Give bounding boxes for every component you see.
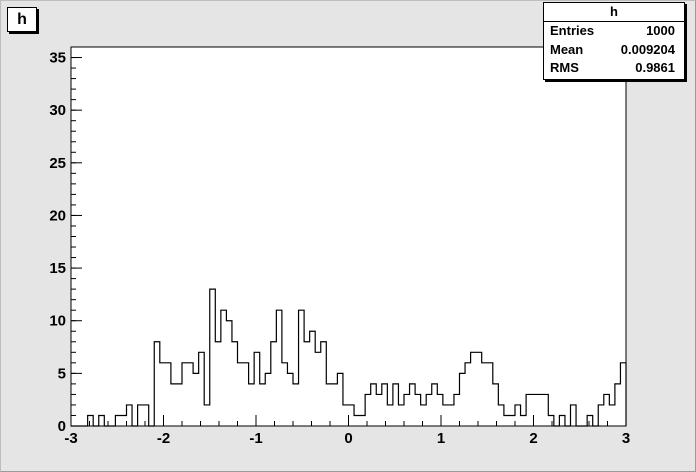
- x-tick-label: -3: [64, 430, 77, 447]
- x-tick-label: 1: [437, 430, 445, 447]
- x-tick-label: -2: [157, 430, 170, 447]
- y-tick-label: 35: [49, 50, 66, 67]
- stats-mean-value: 0.009204: [620, 41, 675, 57]
- x-tick-label: 0: [344, 430, 352, 447]
- x-tick-label: -1: [249, 430, 262, 447]
- stats-row-mean: Mean 0.009204: [544, 41, 684, 60]
- y-tick-label: 20: [49, 207, 66, 224]
- stats-entries-label: Entries: [550, 23, 595, 38]
- stats-entries-value: 1000: [646, 23, 675, 38]
- x-tick-label: 2: [529, 430, 537, 447]
- y-tick-label: 15: [49, 260, 66, 277]
- y-tick-label: 5: [58, 365, 66, 382]
- y-tick-label: 25: [49, 155, 66, 172]
- x-tick-label: 3: [622, 430, 630, 447]
- stats-rms-label: RMS: [550, 60, 579, 75]
- stats-row-rms: RMS 0.9861: [544, 59, 684, 78]
- histogram-title: h: [7, 7, 37, 32]
- y-tick-label: 10: [49, 313, 66, 330]
- y-tick-label: 0: [58, 418, 66, 435]
- histogram-outline: [71, 288, 627, 427]
- stats-mean-label: Mean: [550, 41, 584, 57]
- y-tick-label: 30: [49, 102, 66, 119]
- stats-box: h Entries 1000 Mean 0.009204 RMS 0.9861: [543, 2, 685, 80]
- stats-row-entries: Entries 1000: [544, 22, 684, 41]
- stats-rms-value: 0.9861: [635, 60, 675, 75]
- stats-histogram-name: h: [544, 3, 684, 22]
